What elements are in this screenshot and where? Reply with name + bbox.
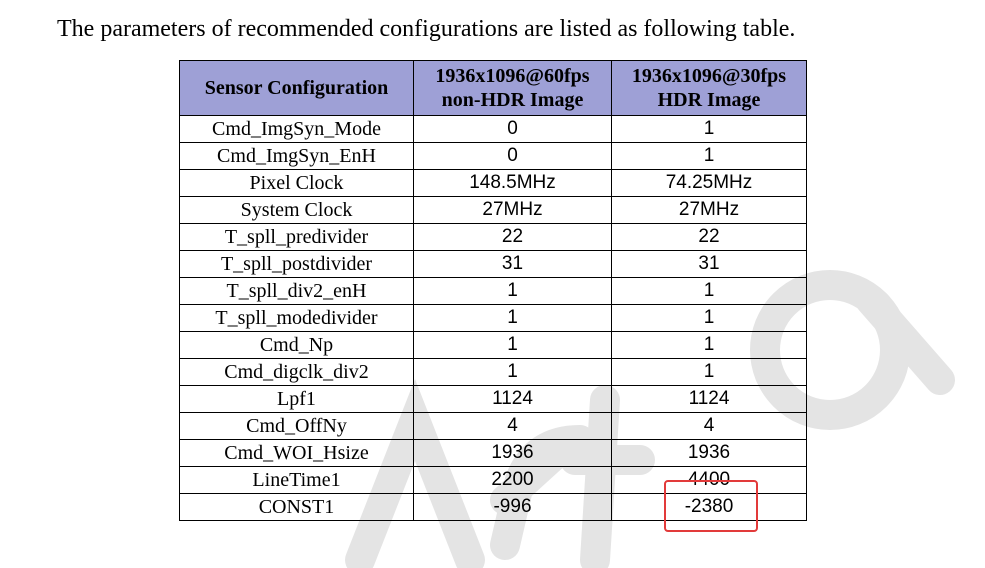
non-hdr-value-cell: -996 — [413, 493, 612, 521]
hdr-value-cell: 1936 — [611, 439, 807, 467]
hdr-value-cell: 31 — [611, 250, 807, 278]
param-name-cell: Pixel Clock — [179, 169, 414, 197]
table-row: Pixel Clock 148.5MHz 74.25MHz — [179, 169, 807, 197]
param-name-cell: LineTime1 — [179, 466, 414, 494]
non-hdr-value-cell: 1 — [413, 358, 612, 386]
param-name-cell: Lpf1 — [179, 385, 414, 413]
param-name-cell: T_spll_postdivider — [179, 250, 414, 278]
non-hdr-value-cell: 1936 — [413, 439, 612, 467]
sensor-config-table: Sensor Configuration 1936x1096@60fps non… — [179, 60, 807, 521]
hdr-value-cell: 1 — [611, 115, 807, 143]
hdr-value-cell: 4 — [611, 412, 807, 440]
hdr-value-cell: 1 — [611, 358, 807, 386]
table-row: LineTime1 2200 4400 — [179, 466, 807, 494]
non-hdr-value-cell: 31 — [413, 250, 612, 278]
non-hdr-value-cell: 2200 — [413, 466, 612, 494]
param-name-cell: T_spll_div2_enH — [179, 277, 414, 305]
param-name-cell: T_spll_predivider — [179, 223, 414, 251]
param-name-cell: Cmd_OffNy — [179, 412, 414, 440]
param-name-cell: T_spll_modedivider — [179, 304, 414, 332]
param-name-cell: System Clock — [179, 196, 414, 224]
table-row: Cmd_WOI_Hsize 1936 1936 — [179, 439, 807, 467]
header-col2-line2: non-HDR Image — [441, 89, 584, 111]
header-col2-line1: 1936x1096@60fps — [435, 65, 590, 87]
non-hdr-value-cell: 1 — [413, 277, 612, 305]
table-row: T_spll_postdivider 31 31 — [179, 250, 807, 278]
hdr-value-cell: 27MHz — [611, 196, 807, 224]
param-name-cell: Cmd_Np — [179, 331, 414, 359]
param-name-cell: CONST1 — [179, 493, 414, 521]
hdr-value-cell: 1124 — [611, 385, 807, 413]
table-row: Cmd_digclk_div2 1 1 — [179, 358, 807, 386]
param-name-cell: Cmd_digclk_div2 — [179, 358, 414, 386]
non-hdr-value-cell: 1 — [413, 304, 612, 332]
header-col3-line1: 1936x1096@30fps — [631, 65, 787, 87]
table-row: Cmd_ImgSyn_EnH 0 1 — [179, 142, 807, 170]
table-row: Lpf1 1124 1124 — [179, 385, 807, 413]
table-row: System Clock 27MHz 27MHz — [179, 196, 807, 224]
header-col3-line2: HDR Image — [657, 89, 761, 111]
hdr-value-cell: 4400 — [611, 466, 807, 494]
hdr-value-cell: 1 — [611, 304, 807, 332]
header-60fps-non-hdr: 1936x1096@60fps non-HDR Image — [413, 60, 612, 116]
table-row: Cmd_OffNy 4 4 — [179, 412, 807, 440]
non-hdr-value-cell: 1 — [413, 331, 612, 359]
hdr-value-cell: 74.25MHz — [611, 169, 807, 197]
intro-paragraph: The parameters of recommended configurat… — [57, 16, 796, 42]
hdr-value-cell: 22 — [611, 223, 807, 251]
non-hdr-value-cell: 4 — [413, 412, 612, 440]
non-hdr-value-cell: 22 — [413, 223, 612, 251]
table-row: Cmd_ImgSyn_Mode 0 1 — [179, 115, 807, 143]
hdr-value-cell: 1 — [611, 142, 807, 170]
param-name-cell: Cmd_ImgSyn_Mode — [179, 115, 414, 143]
hdr-value-cell: 1 — [611, 277, 807, 305]
non-hdr-value-cell: 0 — [413, 115, 612, 143]
header-sensor-configuration: Sensor Configuration — [179, 60, 414, 116]
hdr-value-cell: 1 — [611, 331, 807, 359]
table-row: CONST1 -996 -2380 — [179, 493, 807, 521]
non-hdr-value-cell: 27MHz — [413, 196, 612, 224]
table-row: Cmd_Np 1 1 — [179, 331, 807, 359]
table-row: T_spll_predivider 22 22 — [179, 223, 807, 251]
param-name-cell: Cmd_ImgSyn_EnH — [179, 142, 414, 170]
param-name-cell: Cmd_WOI_Hsize — [179, 439, 414, 467]
table-row: T_spll_div2_enH 1 1 — [179, 277, 807, 305]
header-30fps-hdr: 1936x1096@30fps HDR Image — [611, 60, 807, 116]
header-col1-label: Sensor Configuration — [204, 77, 389, 99]
non-hdr-value-cell: 1124 — [413, 385, 612, 413]
hdr-value-cell: -2380 — [611, 493, 807, 521]
non-hdr-value-cell: 148.5MHz — [413, 169, 612, 197]
non-hdr-value-cell: 0 — [413, 142, 612, 170]
table-row: T_spll_modedivider 1 1 — [179, 304, 807, 332]
table-header-row: Sensor Configuration 1936x1096@60fps non… — [179, 60, 807, 116]
